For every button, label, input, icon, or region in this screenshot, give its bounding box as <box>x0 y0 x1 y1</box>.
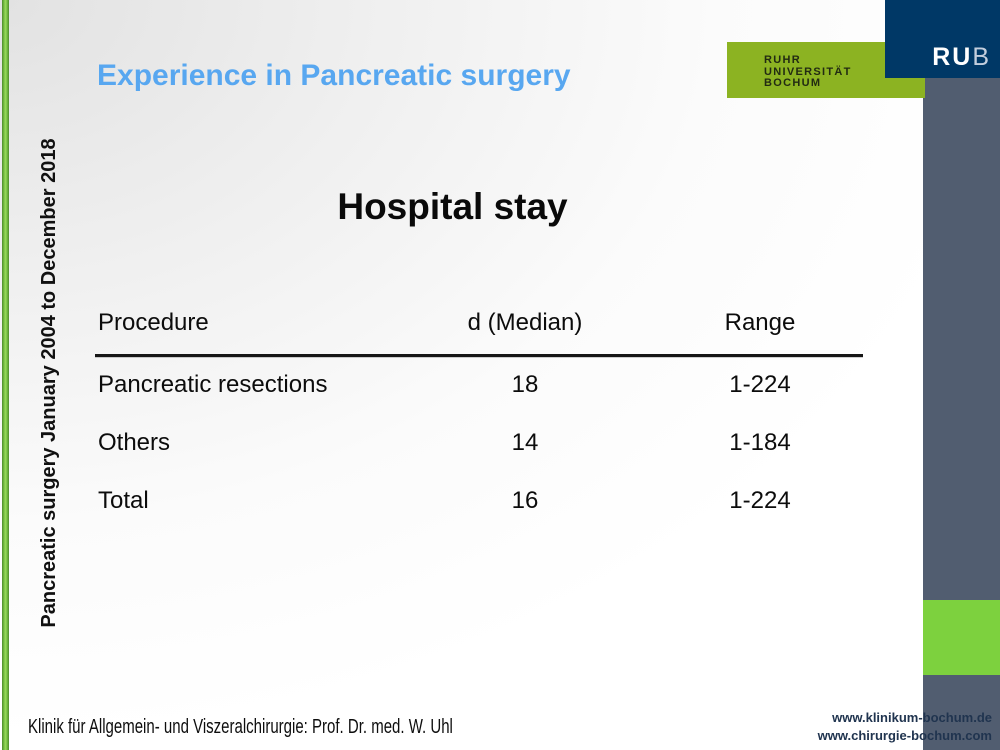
university-logo-line1: RUHR <box>764 54 801 66</box>
cell-range: 1-224 <box>729 371 791 398</box>
col-header-procedure: Procedure <box>98 309 209 336</box>
university-logo-line2: UNIVERSITÄT <box>764 65 852 78</box>
table-row: Total 16 1-224 <box>0 487 1000 519</box>
rub-acronym-light: B <box>972 43 991 71</box>
cell-procedure: Others <box>98 429 171 456</box>
cell-median: 14 <box>511 429 539 456</box>
left-accent-bar <box>2 0 9 750</box>
rub-acronym: RUB <box>932 45 991 70</box>
slide-heading: Hospital stay <box>337 186 568 227</box>
university-logo-line3: BOCHUM <box>764 77 822 89</box>
website-klinikum: www.klinikum-bochum.de <box>832 710 992 725</box>
cell-range: 1-184 <box>729 429 791 456</box>
slide-title: Experience in Pancreatic surgery <box>97 59 571 92</box>
footer-websites: www.klinikum-bochum.de www.chirurgie-boc… <box>700 709 992 745</box>
table-row: Pancreatic resections 18 1-224 <box>0 371 1000 403</box>
rub-logo-square: RUB <box>885 0 1000 78</box>
cell-median: 16 <box>511 487 539 514</box>
rub-acronym-bold: RU <box>932 43 973 71</box>
right-green-accent-square <box>923 600 1000 675</box>
website-chirurgie: www.chirurgie-bochum.com <box>817 728 992 743</box>
col-header-median: d (Median) <box>467 309 583 336</box>
table-header-row: Procedure d (Median) Range <box>0 309 1000 341</box>
cell-procedure: Total <box>98 487 149 514</box>
table-row: Others 14 1-184 <box>0 429 1000 461</box>
col-header-range: Range <box>724 309 796 336</box>
cell-range: 1-224 <box>729 487 791 514</box>
cell-procedure: Pancreatic resections <box>98 371 328 398</box>
footer-clinic-credit: Klinik für Allgemein- und Viszeralchirur… <box>28 716 453 738</box>
table-header-divider <box>95 354 863 357</box>
cell-median: 18 <box>511 371 539 398</box>
